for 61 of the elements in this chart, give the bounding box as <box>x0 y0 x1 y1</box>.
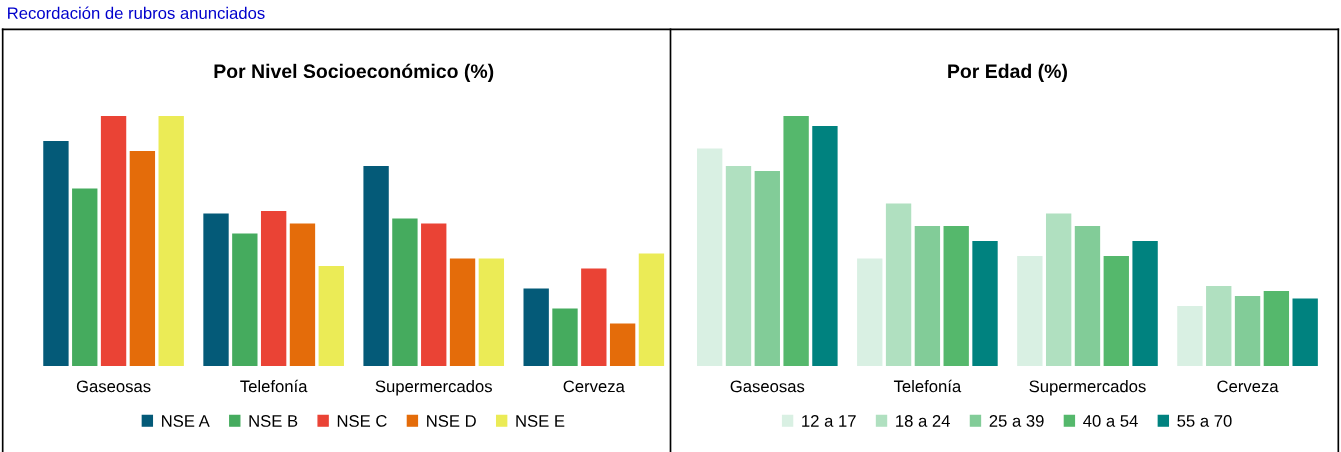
bar <box>1177 306 1203 367</box>
bar <box>318 266 344 367</box>
legend-label: 40 a 54 <box>1083 415 1138 427</box>
bar <box>783 115 809 367</box>
bar <box>421 223 447 367</box>
text: Recordación de rubros anunciados <box>8 6 265 20</box>
bar <box>1132 241 1158 367</box>
x-tick-label: Telefonía <box>893 379 962 393</box>
bar <box>72 188 98 367</box>
bar <box>1045 213 1072 367</box>
bar <box>100 115 127 367</box>
x-tick-label: Cerveza <box>1217 380 1279 393</box>
legend-label: 55 a 70 <box>1177 415 1232 427</box>
bar <box>609 323 636 367</box>
x-tick-label: Supermercados <box>375 380 492 396</box>
bar <box>158 115 184 367</box>
legend-label: 25 a 39 <box>989 415 1044 427</box>
bar <box>943 226 969 367</box>
bar <box>203 213 229 367</box>
legend-label: NSE C <box>337 415 387 427</box>
bar <box>232 233 258 367</box>
bar <box>857 258 883 367</box>
legend-label: NSE D <box>427 415 476 427</box>
bar <box>885 203 912 367</box>
x-tick-label: Telefonía <box>240 379 308 393</box>
x-tick-label: Gaseosas <box>76 380 151 393</box>
bar <box>43 141 69 367</box>
bar <box>1074 226 1101 367</box>
bar <box>1292 298 1318 367</box>
bar <box>697 148 723 367</box>
x-tick-label: Gaseosas <box>730 380 805 393</box>
bar <box>260 211 287 367</box>
bar <box>363 166 389 367</box>
bar <box>725 166 752 367</box>
bar <box>972 241 998 367</box>
bar <box>914 226 941 367</box>
bar <box>1103 256 1129 367</box>
bar <box>129 151 156 367</box>
legend-label: NSE A <box>162 415 210 427</box>
bar <box>552 308 578 367</box>
legend-label: NSE E <box>516 415 565 427</box>
bar <box>392 218 418 367</box>
bar <box>638 253 665 367</box>
bar <box>478 258 505 367</box>
bar <box>523 288 549 367</box>
bar <box>1206 286 1232 367</box>
legend-label: 12 a 17 <box>802 415 856 427</box>
bar <box>581 268 607 367</box>
bar <box>1263 291 1290 367</box>
bar <box>449 258 476 367</box>
legend-label: NSE B <box>249 415 298 427</box>
bar <box>1234 296 1261 367</box>
bar <box>289 223 316 367</box>
x-tick-label: Cerveza <box>563 380 625 393</box>
legend-label: 18 a 24 <box>896 415 950 427</box>
chart-title: Por Edad (%) <box>948 63 1067 82</box>
bar <box>754 171 780 367</box>
bar <box>812 125 838 367</box>
x-tick-label: Supermercados <box>1029 380 1146 396</box>
chart-title: Por Nivel Socioeconómico (%) <box>214 63 494 82</box>
bar <box>1017 256 1043 367</box>
